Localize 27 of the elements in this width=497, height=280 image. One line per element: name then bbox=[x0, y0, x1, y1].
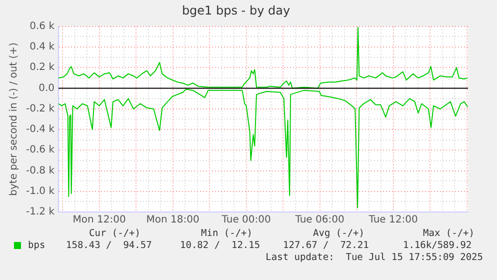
x-tick-label: Mon 18:00 bbox=[146, 214, 200, 226]
y-tick-label: -0.2 k bbox=[26, 103, 55, 114]
text: Min (-/+) bbox=[201, 228, 252, 239]
y-tick-label: -0.4 k bbox=[26, 124, 55, 136]
y-tick-label: -1.0 k bbox=[26, 186, 55, 197]
y-tick-label: 0.2 k bbox=[30, 62, 55, 74]
y-tick-label: 0.6 k bbox=[30, 20, 55, 32]
x-tick-label: Tue 12:00 bbox=[368, 214, 418, 226]
text: Cur (-/+) bbox=[89, 228, 140, 239]
x-tick-label: Tue 06:00 bbox=[294, 214, 344, 226]
x-tick-label: Tue 00:00 bbox=[220, 214, 271, 226]
y-tick-label: -1.2 k bbox=[26, 206, 55, 218]
y-tick-label: -0.8 k bbox=[26, 165, 55, 176]
x-tick-label: Mon 12:00 bbox=[72, 214, 126, 226]
y-tick-label: 0.4 k bbox=[30, 42, 55, 53]
text: Last update: Tue Jul 15 17:55:09 2025 bbox=[266, 252, 483, 263]
text: 158.43 / 94.57 bbox=[66, 240, 152, 251]
y-tick-label: -0.6 k bbox=[26, 144, 55, 156]
y-axis-title: byte per second in (-) / out (+) bbox=[8, 42, 20, 196]
text: Max (-/+) bbox=[423, 228, 474, 239]
text: 10.82 / 12.15 bbox=[180, 240, 260, 251]
y-tick-label: 0.0 bbox=[38, 82, 54, 94]
legend-label: bps bbox=[28, 240, 46, 251]
chart-title: bge1 bps - by day bbox=[182, 3, 290, 18]
text: 1.16k/589.92 bbox=[403, 240, 472, 251]
text: 127.67 / 72.21 bbox=[283, 240, 369, 251]
text: Avg (-/+) bbox=[313, 228, 364, 239]
